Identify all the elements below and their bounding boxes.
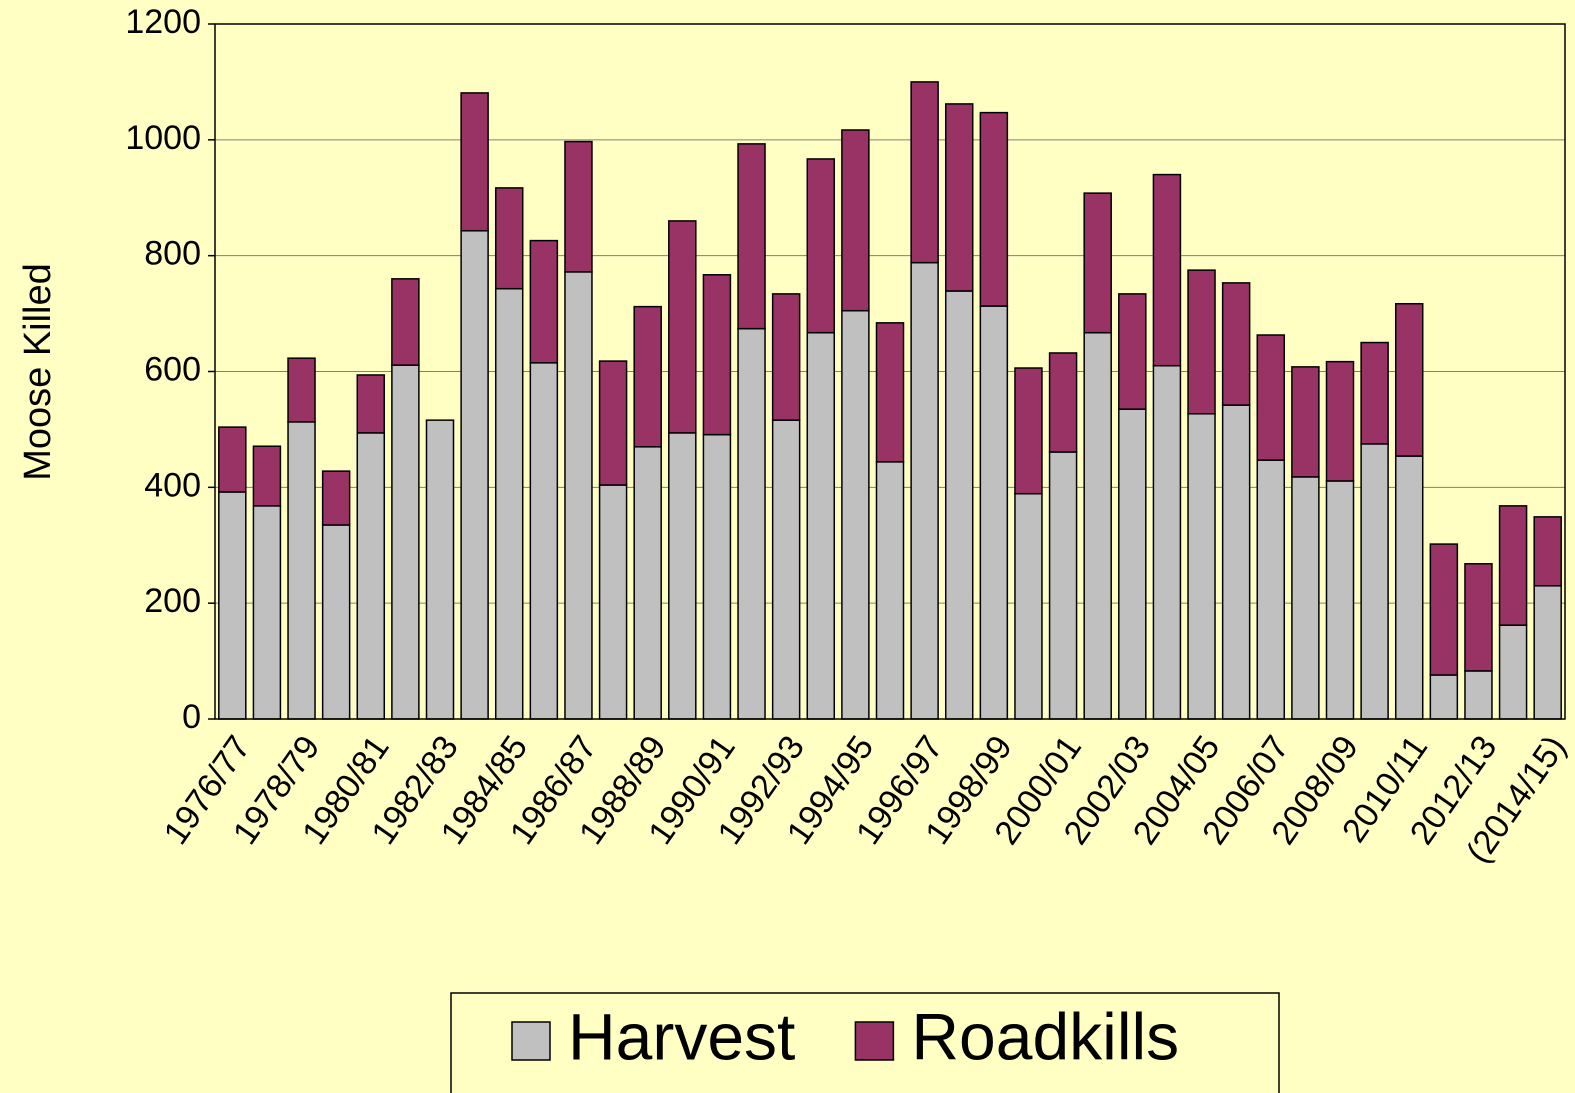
y-tick-label: 800 [144,235,201,273]
bar-segment [494,187,524,290]
bar-segment [287,357,316,423]
bar-segment [1221,282,1251,406]
bar-segment [1152,173,1182,367]
bar-segment [218,426,247,493]
bar-segment [598,484,628,720]
bar-segment [287,421,316,720]
bar-segment [702,433,732,720]
bar-segment [1221,404,1251,720]
bar-segment [979,305,1009,720]
bar-segment [1360,341,1389,445]
bar-segment [875,461,905,720]
bar-segment [460,230,489,720]
bar-segment [529,362,559,720]
bar-segment [668,220,697,434]
bar-segment [771,419,801,720]
y-tick-label: 400 [144,466,201,504]
bar-segment [321,524,351,720]
legend-label: Harvest [568,999,795,1073]
bar-segment [1152,364,1182,720]
bar-segment [252,445,282,507]
bar-segment [668,432,697,720]
y-tick-label: 1200 [125,3,201,41]
bar-segment [1187,269,1216,415]
bar-segment [1394,302,1424,457]
bar-segment [737,143,766,330]
bar-segment [1291,366,1320,478]
bar-segment [1325,480,1355,720]
bar-segment [1533,516,1562,587]
bar-segment [1083,192,1112,334]
bar-segment [425,419,455,720]
bar-segment [1048,451,1078,720]
bar-segment [1083,331,1112,720]
bar-segment [910,81,939,264]
bar-segment [356,374,386,434]
bar-segment [1498,624,1528,720]
bar-segment [218,491,247,720]
bar-segment [1118,293,1147,410]
bar-segment [1429,543,1459,676]
bar-segment [806,158,836,334]
bar-segment [356,432,386,720]
bar-segment [1014,492,1043,720]
bar-segment [1048,352,1078,453]
bar-segment [1429,674,1459,720]
y-tick-label: 600 [144,350,201,388]
bar-segment [841,309,870,720]
y-tick-label: 0 [182,698,201,736]
bar-segment [1118,408,1147,720]
bar-segment [875,322,905,463]
bar-segment [633,305,662,448]
bar-segment [841,129,870,312]
bar-segment [1256,334,1286,461]
legend-swatch [511,1021,551,1061]
plot-frame [214,23,1566,720]
y-tick-label: 1000 [125,119,201,157]
bar-segment [944,290,974,720]
bar-segment [1014,367,1043,495]
legend-swatch [854,1021,895,1061]
bar-segment [633,446,662,720]
bar-segment [1464,563,1493,672]
bar-segment [1533,585,1562,720]
bar-segment [391,278,420,366]
y-tick-label: 200 [144,582,201,620]
bar-segment [564,140,593,273]
bar-segment [702,274,732,436]
bar-segment [1256,459,1286,720]
bar-segment [806,331,836,720]
bar-segment [391,364,420,720]
bar-segment [1187,413,1216,720]
bar-segment [1394,455,1424,720]
bar-segment [771,293,801,421]
bar-segment [252,505,282,720]
bar-segment [1464,670,1493,720]
bar-segment [979,111,1009,307]
bar-segment [564,271,593,720]
legend-label: Roadkills [911,999,1179,1073]
bar-segment [598,360,628,486]
bar-segment [1360,443,1389,720]
bar-segment [737,327,766,720]
bar-segment [460,92,489,232]
bar-segment [1325,360,1355,482]
bar-segment [944,103,974,292]
bar-segment [1291,476,1320,720]
bar-segment [494,287,524,720]
y-axis-label: Moose Killed [17,263,59,481]
bar-segment [910,261,939,720]
bar-segment [529,239,559,364]
bar-segment [1498,505,1528,626]
bar-segment [321,470,351,526]
